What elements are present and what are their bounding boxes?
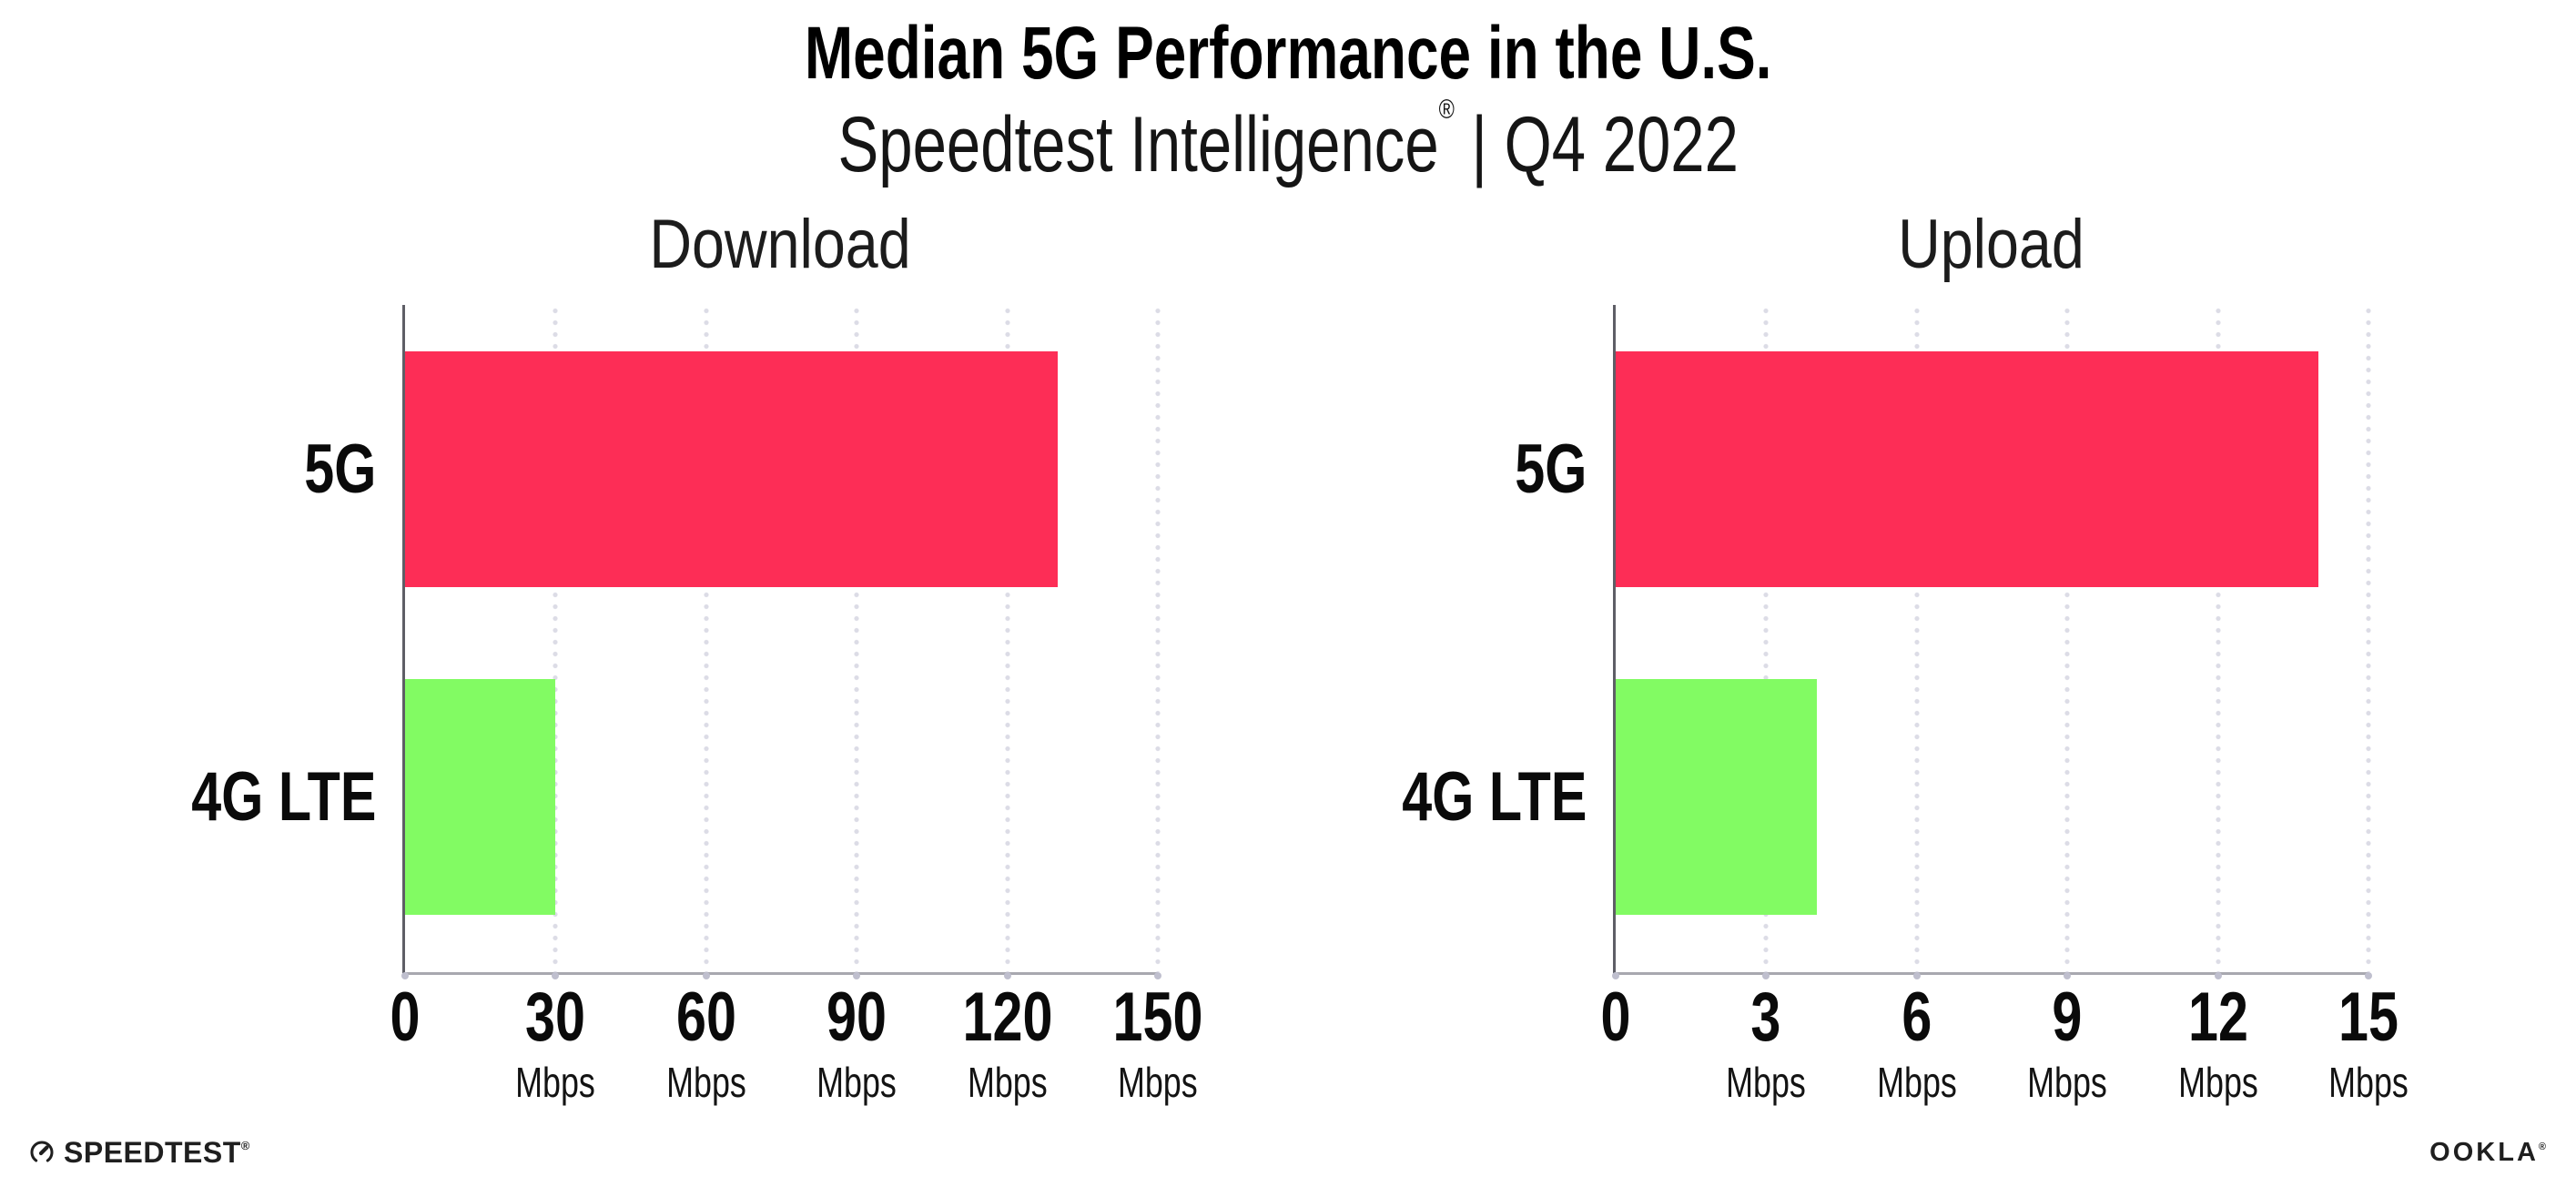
x-tick: 90 Mbps [806,979,908,1106]
x-tick-unit: Mbps [816,1059,898,1106]
speedtest-gauge-icon [30,1141,54,1162]
axis-tick-dot [702,972,710,979]
x-tick-value: 12 [2187,979,2248,1056]
speedtest-trademark: ® [240,1139,250,1152]
gridline [1004,305,1010,972]
x-tick-value: 0 [1600,979,1631,1056]
chart-title-text: Download [649,206,911,283]
x-tick-unit: Mbps [1876,1059,1957,1106]
axis-tick-dot [853,972,861,979]
chart-title: Upload [1613,210,2368,279]
x-tick-value: 150 [1112,979,1203,1056]
registered-mark: ® [1438,95,1455,125]
x-tick-unit: Mbps [1118,1059,1198,1106]
x-tick-unit: Mbps [2027,1059,2108,1106]
speedtest-label: SPEEDTEST [64,1136,241,1169]
gridline [2215,305,2221,972]
x-tick-value: 120 [962,979,1053,1056]
axis-tick-dot [1912,972,1921,979]
y-axis-label-5g: 5G [1514,430,1587,508]
axis-tick-dot [401,972,409,979]
x-tick-unit: Mbps [2328,1059,2409,1106]
x-tick-value: 60 [675,979,736,1056]
x-tick-value: 90 [827,979,887,1056]
x-tick-unit: Mbps [665,1059,746,1106]
gridline [1913,305,1920,972]
gridline [854,305,860,972]
x-tick: 30 Mbps [504,979,606,1106]
x-tick-unit [386,1061,424,1103]
bar-5g [1616,351,2318,587]
ookla-wordmark: OOKLA® [2429,1140,2546,1166]
chart-panel: Upload 0 3 Mbps 6 Mbps 9 Mbps 12 Mbps 15 Mbps 5G 4G … [1402,210,2409,1104]
axis-tick-dot [1003,972,1011,979]
axis-tick-dot [2064,972,2072,979]
gridline [703,305,709,972]
ookla-logo: OOKLA® [2429,1140,2546,1166]
x-tick-value: 3 [1750,979,1781,1056]
x-tick: 120 Mbps [949,979,1065,1106]
page-subtitle-text: Speedtest Intelligence® | Q4 2022 [837,95,1738,188]
ookla-trademark: ® [2538,1141,2546,1152]
x-tick: 0 [1597,983,1635,1103]
x-tick-value: 0 [390,979,421,1056]
x-tick-value: 15 [2338,979,2399,1056]
x-tick: 6 Mbps [1866,979,1968,1106]
x-tick-unit: Mbps [515,1059,596,1106]
x-tick-unit [1597,1061,1635,1103]
x-tick: 9 Mbps [2016,979,2118,1106]
ookla-label: OOKLA [2429,1138,2539,1167]
x-tick-unit: Mbps [967,1059,1048,1106]
x-tick-value: 9 [2052,979,2083,1056]
plot-area: 0 3 Mbps 6 Mbps 9 Mbps 12 Mbps 15 Mbps 5G 4G LTE [1402,305,2409,1103]
page-title: Median 5G Performance in the U.S. [0,12,2576,95]
page-title-text: Median 5G Performance in the U.S. [804,12,1772,95]
y-axis-label-4g-lte: 4G LTE [1401,757,1587,836]
axis-tick-dot [2365,972,2372,979]
x-tick: 0 [386,983,424,1103]
x-tick-value: 6 [1902,979,1932,1056]
x-tick: 150 Mbps [1100,979,1216,1106]
chart-title: Download [402,210,1158,279]
gridline [2064,305,2071,972]
page-subtitle: Speedtest Intelligence® | Q4 2022 [0,95,2576,188]
x-tick: 15 Mbps [2317,979,2419,1106]
x-tick-unit: Mbps [1726,1059,1807,1106]
speedtest-wordmark: SPEEDTEST® [64,1138,250,1167]
x-tick: 3 Mbps [1715,979,1817,1106]
axis-tick-dot [552,972,560,979]
y-axis-label-4g-lte: 4G LTE [190,757,376,836]
y-axis-label-5g: 5G [303,430,376,508]
x-tick: 12 Mbps [2166,979,2268,1106]
subtitle-brand: Speedtest Intelligence [837,101,1439,188]
bar-4g-lte [405,679,556,915]
axis-tick-dot [2214,972,2222,979]
bar-4g-lte [1616,679,1817,915]
plot-area: 0 30 Mbps 60 Mbps 90 Mbps 120 Mbps 150 Mbps 5G 4G LT… [191,305,1202,1103]
subtitle-period: | Q4 2022 [1454,101,1739,188]
gridline [1763,305,1770,972]
x-tick: 60 Mbps [655,979,757,1106]
axis-tick-dot [1762,972,1770,979]
axis-tick-dot [1612,972,1619,979]
x-tick-unit: Mbps [2177,1059,2258,1106]
chart-title-text: Upload [1897,206,2084,283]
bar-5g [405,351,1058,587]
gridline [2366,305,2371,972]
gridline [1155,305,1161,972]
axis-tick-dot [1154,972,1161,979]
x-tick-value: 30 [525,979,586,1056]
chart-panel: Download 0 30 Mbps 60 Mbps 90 Mbps 120 Mbps 150 Mb… [191,210,1203,1104]
speedtest-logo: SPEEDTEST® [28,1138,250,1167]
gridline [553,305,559,972]
